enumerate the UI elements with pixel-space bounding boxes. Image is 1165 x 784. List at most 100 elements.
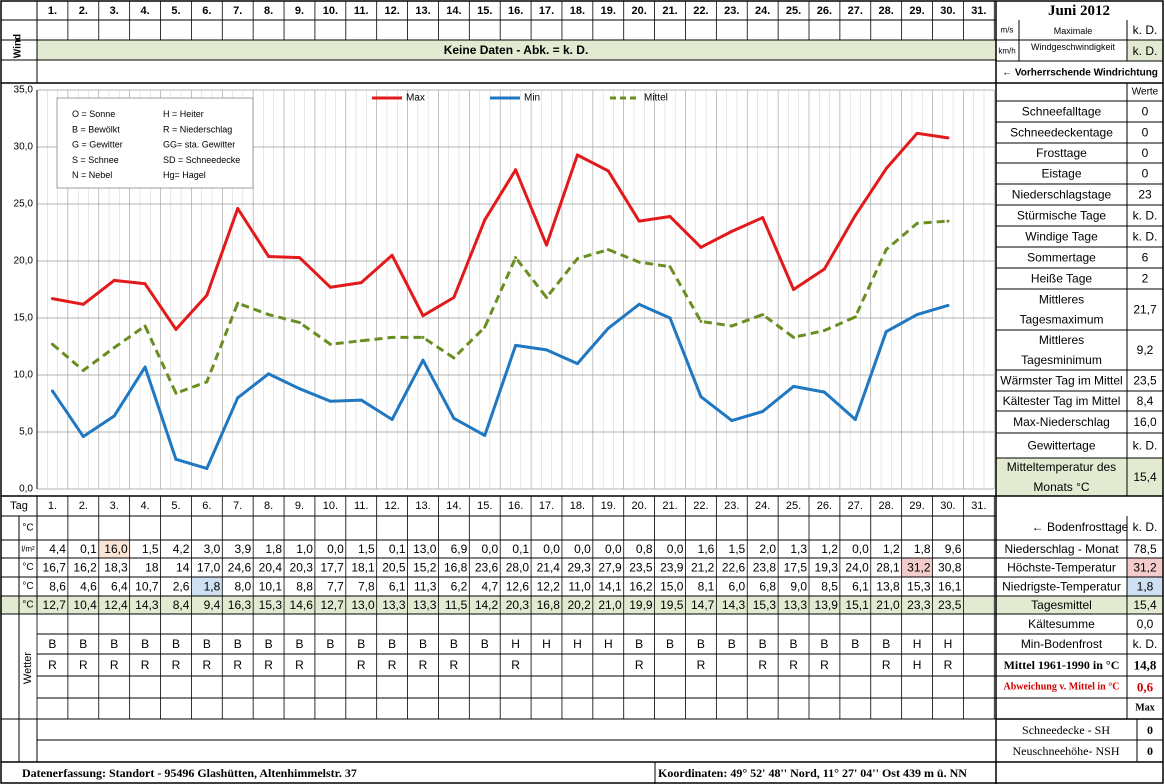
cell-mittel: 23,3 bbox=[907, 598, 931, 612]
cell-mittel: 19,9 bbox=[629, 598, 653, 612]
cell-mittel: 13,0 bbox=[351, 598, 375, 612]
data-point-max bbox=[143, 282, 147, 286]
weather-code: H bbox=[913, 637, 922, 651]
data-point-max bbox=[853, 213, 857, 217]
data-point-max bbox=[822, 267, 826, 271]
data-point-mittel bbox=[112, 346, 116, 350]
data-point-mittel bbox=[390, 335, 394, 339]
data-point-min bbox=[236, 396, 240, 400]
day-label: 7. bbox=[233, 500, 242, 512]
stat-value: 16,0 bbox=[1133, 415, 1157, 429]
wetter-label: Wetter bbox=[22, 652, 34, 685]
day-header: 17. bbox=[539, 5, 554, 17]
cell-hoechste: 20,4 bbox=[259, 561, 283, 575]
data-point-max bbox=[267, 254, 271, 258]
day-label: 9. bbox=[295, 500, 304, 512]
data-point-min bbox=[483, 433, 487, 437]
wind-value-bg bbox=[1127, 40, 1163, 61]
stat-label: Schneefalltage bbox=[1022, 105, 1102, 119]
abweichung-value: 0,6 bbox=[1137, 680, 1154, 695]
cell-mittel: 12,7 bbox=[43, 598, 67, 612]
weather-code: B bbox=[759, 637, 767, 651]
data-point-min bbox=[267, 372, 271, 376]
data-point-mittel bbox=[699, 319, 703, 323]
legend-label-max: Max bbox=[406, 93, 425, 104]
cell-niedrigste: 12,6 bbox=[506, 580, 530, 594]
weather-code: R bbox=[758, 658, 767, 672]
legend-box bbox=[56, 97, 254, 189]
data-point-mittel bbox=[483, 325, 487, 329]
data-point-max bbox=[112, 278, 116, 282]
day-header: 22. bbox=[693, 5, 708, 17]
day-header: 13. bbox=[415, 5, 430, 17]
cell-mittel: 13,3 bbox=[382, 598, 406, 612]
cell-mittel: 8,4 bbox=[173, 598, 190, 612]
data-point-max bbox=[915, 131, 919, 135]
data-point-max bbox=[483, 218, 487, 222]
data-point-min bbox=[946, 303, 950, 307]
cell-niedrigste: 11,3 bbox=[414, 580, 437, 594]
data-point-mittel bbox=[297, 321, 301, 325]
stat-value: 9,2 bbox=[1137, 343, 1154, 357]
day-header: 3. bbox=[110, 5, 119, 17]
data-point-max bbox=[946, 136, 950, 140]
cell-niedrigste: 6,4 bbox=[111, 580, 128, 594]
cell-niederschlag: 1,2 bbox=[821, 542, 838, 556]
cell-niedrigste: 4,6 bbox=[80, 580, 97, 594]
abweichung-label: Abweichung v. Mittel in °C bbox=[1004, 682, 1120, 693]
cell-niedrigste: 1,8 bbox=[204, 580, 221, 594]
data-point-mittel bbox=[545, 295, 549, 299]
cell-mittel: 15,1 bbox=[845, 598, 869, 612]
cell-mittel: 13,9 bbox=[815, 598, 839, 612]
data-point-mittel bbox=[267, 313, 271, 317]
weather-code: B bbox=[851, 637, 859, 651]
day-label: 27. bbox=[848, 500, 863, 512]
day-header: 10. bbox=[323, 5, 338, 17]
cell-mittel: 10,4 bbox=[73, 598, 97, 612]
data-point-min bbox=[328, 399, 332, 403]
cell-niederschlag: 13,0 bbox=[413, 542, 437, 556]
data-point-max bbox=[699, 245, 703, 249]
y-tick-label: 10,0 bbox=[14, 370, 34, 381]
data-point-min bbox=[297, 387, 301, 391]
cell-hoechste: 18,3 bbox=[104, 561, 128, 575]
data-point-max bbox=[205, 293, 209, 297]
day-header: 31. bbox=[971, 5, 986, 17]
day-header: 27. bbox=[848, 5, 863, 17]
cell-hoechste: 27,9 bbox=[598, 561, 622, 575]
wind-no-data-bg bbox=[37, 40, 996, 60]
data-point-mittel bbox=[792, 335, 796, 339]
stat-value: k. D. bbox=[1133, 209, 1158, 223]
cell-niederschlag: 0,0 bbox=[852, 542, 869, 556]
stat-label: Niederschlagstage bbox=[1012, 188, 1112, 202]
bodenfrost-label: ← Bodenfrosttage bbox=[1032, 520, 1129, 534]
summary-value: k. D. bbox=[1133, 637, 1158, 651]
day-header: 26. bbox=[817, 5, 832, 17]
mittel-1961-label: Mittel 1961-1990 in °C bbox=[1004, 658, 1120, 672]
stat-label: Windige Tage bbox=[1025, 230, 1098, 244]
data-point-max bbox=[637, 219, 641, 223]
cell-hoechste: 17,7 bbox=[320, 561, 344, 575]
cell-hoechste: 16,8 bbox=[444, 561, 468, 575]
day-header: 8. bbox=[264, 5, 273, 17]
cell-niedrigste: 6,2 bbox=[451, 580, 468, 594]
weather-code: R bbox=[110, 658, 119, 672]
stat-value: k. D. bbox=[1133, 230, 1158, 244]
weather-code: R bbox=[450, 658, 459, 672]
weather-code: B bbox=[110, 637, 118, 651]
cell-hoechste: 24,0 bbox=[845, 561, 869, 575]
day-header: 28. bbox=[879, 5, 894, 17]
data-point-mittel bbox=[236, 301, 240, 305]
weather-code: B bbox=[203, 637, 211, 651]
day-label: 23. bbox=[724, 500, 739, 512]
cell-mittel: 14,3 bbox=[135, 598, 159, 612]
cell-niedrigste: 6,8 bbox=[759, 580, 776, 594]
day-label: 20. bbox=[632, 500, 647, 512]
cell-niedrigste: 6,1 bbox=[852, 580, 869, 594]
day-label: 19. bbox=[601, 500, 616, 512]
schneedecke-label: Schneedecke - SH bbox=[1022, 723, 1110, 737]
data-point-mittel bbox=[328, 342, 332, 346]
data-point-min bbox=[606, 326, 610, 330]
cell-hoechste: 29,3 bbox=[567, 561, 591, 575]
day-header: 6. bbox=[202, 5, 211, 17]
